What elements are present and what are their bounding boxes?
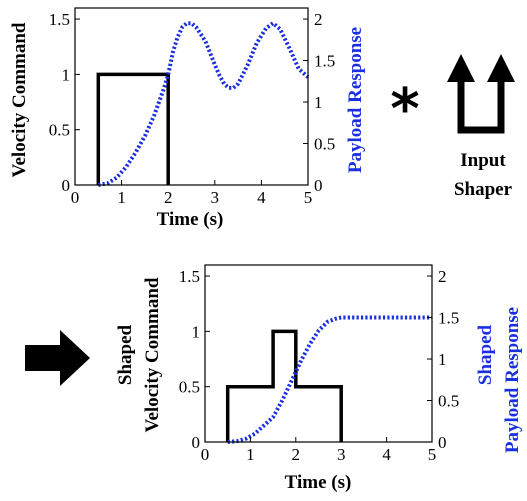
x-tick-label: 5 [428, 445, 437, 464]
right-y-tick-label: 0.5 [314, 135, 335, 154]
top-chart-plot-frame [74, 7, 309, 186]
y-tick-label: 1 [192, 322, 201, 341]
right-y-tick-label: 1 [438, 350, 447, 369]
top-chart-ticks: 0 1 2 3 4 500.511.500.511.52 [49, 10, 336, 207]
bottom-chart-right-axis-label-line1: Shaped [475, 324, 496, 385]
bottom-chart: 0 1 2 3 4 500.511.500.511.52 Time (s) Shaped … [115, 264, 523, 493]
y-tick-label: 0.5 [49, 121, 70, 140]
right-y-tick-label: 1 [314, 93, 323, 112]
x-tick-label: 1 [246, 445, 255, 464]
top-chart-y-axis-label: Velocity Command [9, 22, 30, 177]
top-chart-right-axis-label: Payload Response [345, 27, 366, 173]
top-chart-data-marks [96, 21, 310, 187]
right-y-tick-label: 2 [438, 267, 447, 286]
right-y-tick-label: 0 [314, 176, 323, 195]
two-impulse-up-arrows-icon [447, 54, 515, 134]
top-chart-x-axis-label: Time (s) [157, 209, 224, 230]
right-y-tick-label: 0.5 [438, 392, 459, 411]
y-tick-label: 0.5 [179, 378, 200, 397]
y-tick-label: 1 [62, 65, 71, 84]
top-chart: 0 1 2 3 4 500.511.500.511.52 Time (s) Velocit… [9, 7, 366, 230]
right-y-tick-label: 2 [314, 10, 323, 29]
convolution-operator: * [390, 77, 419, 142]
right-arrow-icon [25, 330, 90, 386]
bottom-chart-y-axis-label-line1: Shaped [115, 324, 136, 385]
payload-response-line [227, 315, 432, 444]
input-shaper-label-line1: Input [460, 150, 506, 171]
x-tick-label: 0 [201, 445, 210, 464]
x-tick-label: 3 [337, 445, 346, 464]
input-shaper-label-line2: Shaper [454, 179, 513, 200]
x-tick-label: 3 [211, 188, 220, 207]
bottom-chart-x-axis-label: Time (s) [285, 472, 352, 493]
bottom-chart-y-axis-label-line2: Velocity Command [142, 277, 163, 432]
right-y-tick-label: 1.5 [314, 52, 335, 71]
right-y-tick-label: 1.5 [438, 309, 459, 328]
x-tick-label: 1 [117, 188, 126, 207]
x-tick-label: 4 [382, 445, 391, 464]
velocity-command-line [225, 329, 343, 442]
payload-response-line [97, 21, 310, 187]
y-tick-label: 1.5 [179, 267, 200, 286]
right-y-tick-label: 0 [438, 433, 447, 452]
bottom-chart-data-marks [225, 315, 432, 444]
y-tick-label: 0 [192, 433, 201, 452]
x-tick-label: 2 [292, 445, 301, 464]
x-tick-label: 2 [164, 188, 173, 207]
bottom-chart-right-axis-label-line2: Payload Response [502, 307, 523, 453]
velocity-command-line [96, 72, 170, 185]
x-tick-label: 5 [304, 188, 313, 207]
x-tick-label: 4 [257, 188, 266, 207]
y-tick-label: 0 [62, 176, 71, 195]
bottom-chart-ticks: 0 1 2 3 4 500.511.500.511.52 [179, 267, 460, 464]
x-tick-label: 0 [71, 188, 80, 207]
y-tick-label: 1.5 [49, 10, 70, 29]
bottom-chart-plot-frame [204, 264, 433, 443]
